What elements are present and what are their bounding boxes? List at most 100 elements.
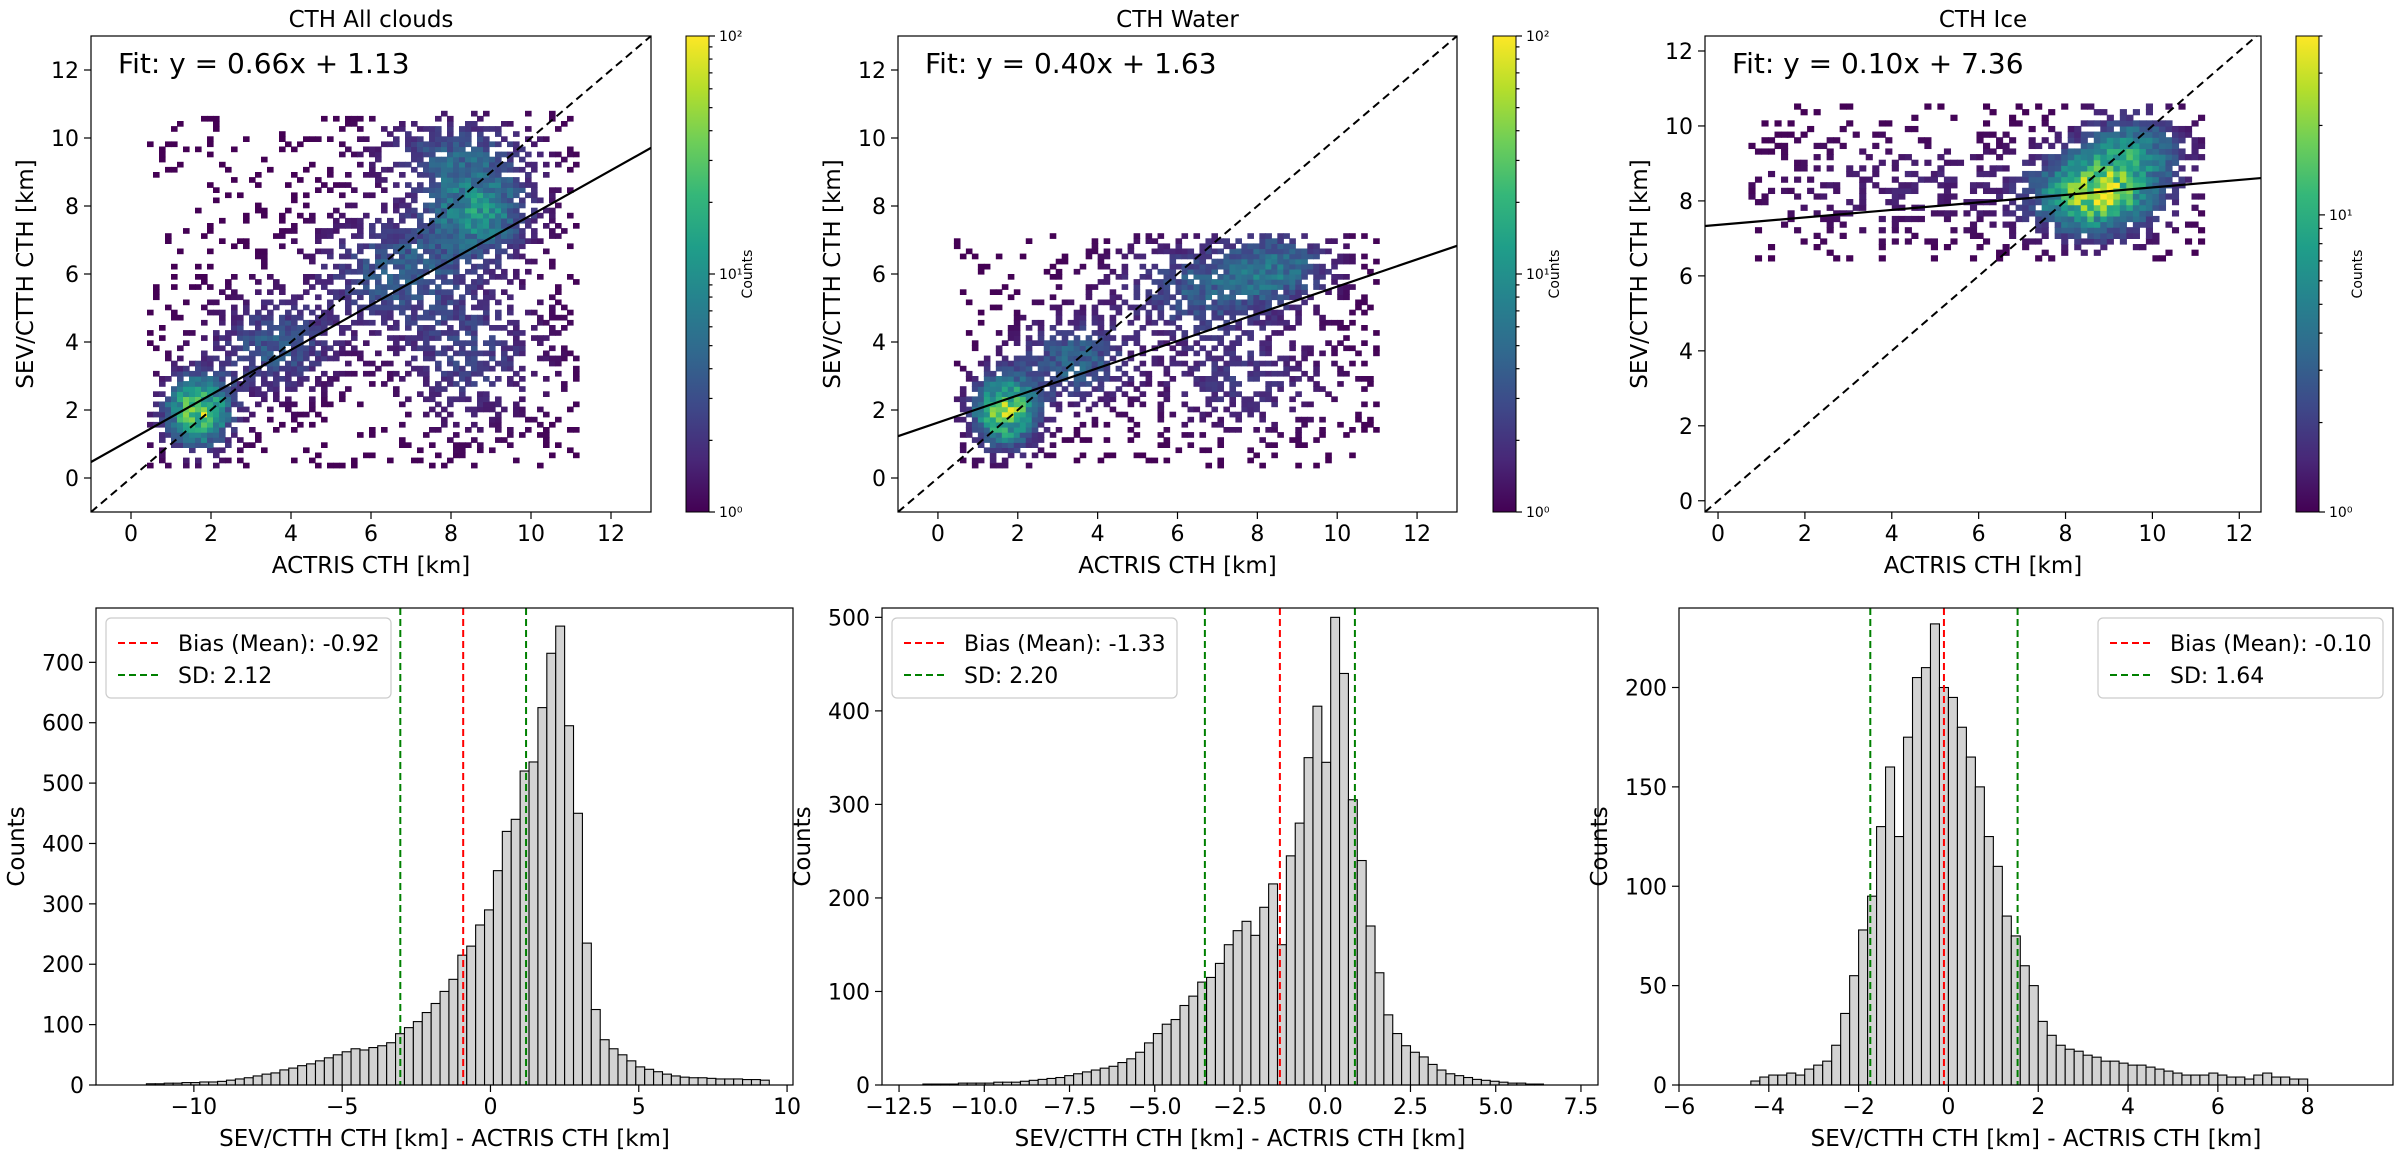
histogram-bar: [2109, 1060, 2120, 1086]
heatmap-cell: [1247, 447, 1254, 454]
heatmap-cell: [1193, 284, 1201, 290]
heatmap-cell: [195, 365, 202, 372]
heatmap-cell: [1049, 452, 1057, 459]
histogram-bar: [1786, 1072, 1797, 1086]
heatmap-cell: [1253, 253, 1260, 260]
heatmap-cell: [1235, 411, 1242, 418]
heatmap-cell: [501, 166, 508, 173]
heatmap-cell: [1031, 381, 1039, 387]
heatmap-cell: [2009, 182, 2017, 189]
heatmap-cell: [195, 457, 202, 464]
heatmap-cell: [1247, 294, 1254, 301]
heatmap-cell: [435, 136, 442, 142]
heatmap-cell: [207, 416, 214, 423]
heatmap-cell: [441, 268, 448, 275]
heatmap-cell: [465, 381, 472, 387]
heatmap-cell: [339, 289, 346, 295]
histogram-bar: [261, 1073, 272, 1086]
heatmap-cell: [549, 207, 556, 214]
heatmap-cell: [1079, 360, 1087, 367]
heatmap-cell: [447, 309, 454, 316]
heatmap-cell: [1301, 350, 1308, 357]
heatmap-cell: [1301, 258, 1308, 265]
histogram-bar: [572, 812, 583, 1086]
heatmap-cell: [965, 427, 973, 433]
histogram-bar: [377, 1045, 388, 1086]
heatmap-cell: [285, 386, 292, 392]
y-tick-label: 300: [42, 893, 84, 918]
heatmap-cell: [1283, 253, 1290, 260]
heatmap-cell: [387, 238, 394, 244]
heatmap-cell: [1175, 447, 1183, 454]
heatmap-cell: [381, 268, 388, 275]
heatmap-cell: [1265, 335, 1272, 341]
heatmap-cell: [483, 136, 490, 142]
x-tick-label: 6: [364, 522, 378, 547]
axes-frame: [1678, 607, 2394, 1086]
heatmap-cell: [1259, 274, 1266, 280]
heatmap-cell: [447, 187, 454, 193]
heatmap-cell: [399, 299, 406, 306]
heatmap-cell: [267, 319, 274, 326]
heatmap-cell: [453, 223, 460, 229]
heatmap-cell: [213, 355, 220, 362]
heatmap-cell: [2132, 170, 2140, 178]
heatmap-cell: [507, 304, 514, 311]
heatmap-cell: [2158, 255, 2167, 262]
heatmap-cell: [201, 376, 208, 382]
heatmap-cell: [339, 274, 346, 280]
heatmap-cell: [1145, 268, 1153, 275]
heatmap-cell: [261, 212, 268, 219]
heatmap-cell: [531, 258, 538, 265]
heatmap-cell: [2041, 137, 2049, 144]
heatmap-cell: [309, 258, 316, 265]
heatmap-cell: [243, 335, 250, 341]
heatmap-cell: [171, 360, 178, 367]
heatmap-cell: [1229, 401, 1236, 408]
heatmap-cell: [1025, 401, 1033, 408]
heatmap-cell: [519, 376, 526, 382]
heatmap-cell: [1175, 350, 1183, 357]
heatmap-cell: [267, 345, 274, 352]
heatmap-cell: [1898, 215, 1906, 223]
heatmap-cell: [429, 151, 436, 158]
heatmap-cell: [989, 416, 997, 423]
heatmap-cell: [219, 437, 226, 443]
heatmap-cell: [2171, 227, 2180, 234]
heatmap-cell: [489, 228, 496, 234]
heatmap-cell: [1277, 284, 1284, 290]
heatmap-cell: [2041, 154, 2049, 161]
heatmap-cell: [453, 233, 460, 239]
heatmap-cell: [1794, 137, 1802, 144]
heatmap-cell: [303, 350, 310, 357]
heatmap-cell: [393, 126, 400, 132]
heatmap-cell: [429, 248, 436, 255]
heatmap-cell: [369, 330, 376, 336]
heatmap-cell: [1085, 437, 1093, 443]
heatmap-cell: [489, 289, 496, 295]
heatmap-cell: [501, 350, 508, 357]
heatmap-cell: [381, 304, 388, 311]
heatmap-cell: [1283, 294, 1290, 301]
heatmap-cell: [321, 391, 328, 397]
heatmap-cell: [1157, 442, 1165, 448]
histogram-bar: [1126, 1058, 1137, 1086]
histogram-bar: [1276, 944, 1287, 1086]
heatmap-cell: [1073, 391, 1081, 397]
heatmap-cell: [159, 391, 166, 397]
legend-box: [2097, 617, 2384, 699]
heatmap-cell: [1067, 391, 1075, 397]
heatmap-cell: [429, 406, 436, 413]
heatmap-cell: [291, 228, 298, 234]
heatmap-cell: [561, 314, 568, 321]
heatmap-cell: [1079, 350, 1087, 357]
heatmap-cell: [495, 376, 502, 382]
heatmap-cell: [429, 136, 436, 142]
heatmap-cell: [237, 406, 244, 413]
heatmap-cell: [2139, 199, 2147, 206]
heatmap-cell: [1127, 335, 1135, 341]
heatmap-cell: [1211, 360, 1219, 367]
heatmap-cell: [2119, 154, 2127, 161]
heatmap-cell: [1133, 432, 1141, 438]
heatmap-cell: [459, 253, 466, 260]
